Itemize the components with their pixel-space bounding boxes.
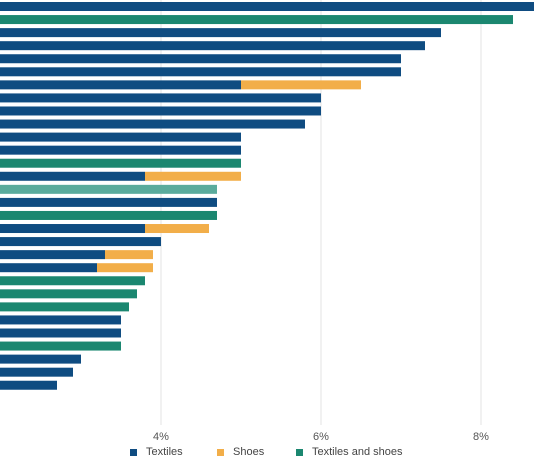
x-axis-ticks: 4% 6% 8%: [153, 431, 489, 443]
bar-15-textiles-and-shoes[interactable]: [0, 184, 217, 194]
bar-2-textiles-and-shoes[interactable]: [0, 15, 513, 25]
legend-item-textiles: Textiles: [130, 446, 183, 458]
stacked-bar-chart: 4% 6% 8%: [0, 0, 534, 443]
bar-16-textiles[interactable]: [0, 197, 217, 207]
bar-1-textiles[interactable]: [0, 2, 534, 11]
x-tick-label-8: 8%: [473, 431, 489, 440]
bar-3-textiles[interactable]: [0, 28, 441, 38]
legend-item-shoes: Shoes: [217, 446, 264, 458]
legend-swatch-shoes: [217, 448, 224, 456]
bar-13-textiles-and-shoes[interactable]: [0, 158, 241, 168]
bar-20-shoes[interactable]: [105, 250, 153, 260]
bar-19-textiles[interactable]: [0, 237, 161, 247]
legend-label-shoes: Shoes: [233, 446, 265, 458]
bar-22-textiles-and-shoes[interactable]: [0, 276, 145, 286]
bar-6-textiles[interactable]: [0, 67, 401, 77]
bar-5-textiles[interactable]: [0, 54, 401, 64]
bar-14-textiles[interactable]: [0, 171, 145, 181]
bar-10-textiles[interactable]: [0, 119, 305, 129]
bar-20-textiles[interactable]: [0, 250, 105, 260]
bar-18-textiles[interactable]: [0, 224, 145, 234]
legend-label-textiles: Textiles: [146, 446, 183, 458]
legend-swatch-textiles: [130, 448, 137, 456]
bar-27-textiles-and-shoes[interactable]: [0, 341, 121, 351]
legend-swatch-textiles-and-shoes: [296, 448, 303, 456]
bars: [0, 2, 534, 390]
bar-23-textiles-and-shoes[interactable]: [0, 289, 137, 299]
bar-8-textiles[interactable]: [0, 93, 321, 103]
bar-4-textiles[interactable]: [0, 41, 425, 51]
legend-label-textiles-and-shoes: Textiles and shoes: [312, 446, 403, 458]
x-tick-label-4: 4%: [153, 431, 169, 440]
bar-14-shoes[interactable]: [145, 171, 241, 181]
bar-7-shoes[interactable]: [241, 80, 361, 90]
legend: Textiles Shoes Textiles and shoes: [0, 446, 534, 462]
bar-21-shoes[interactable]: [97, 263, 153, 273]
x-tick-label-6: 6%: [313, 431, 329, 440]
bar-29-textiles[interactable]: [0, 367, 73, 377]
bar-28-textiles[interactable]: [0, 354, 81, 364]
bar-30-textiles[interactable]: [0, 380, 57, 390]
bar-26-textiles[interactable]: [0, 328, 121, 338]
bar-9-textiles[interactable]: [0, 106, 321, 116]
legend-item-textiles-and-shoes: Textiles and shoes: [296, 446, 403, 458]
bar-17-textiles-and-shoes[interactable]: [0, 210, 217, 220]
bar-12-textiles[interactable]: [0, 145, 241, 155]
bar-18-shoes[interactable]: [145, 224, 209, 234]
bar-7-textiles[interactable]: [0, 80, 241, 90]
bar-24-textiles-and-shoes[interactable]: [0, 302, 129, 312]
bar-25-textiles[interactable]: [0, 315, 121, 325]
bar-21-textiles[interactable]: [0, 263, 97, 273]
bar-11-textiles[interactable]: [0, 132, 241, 142]
